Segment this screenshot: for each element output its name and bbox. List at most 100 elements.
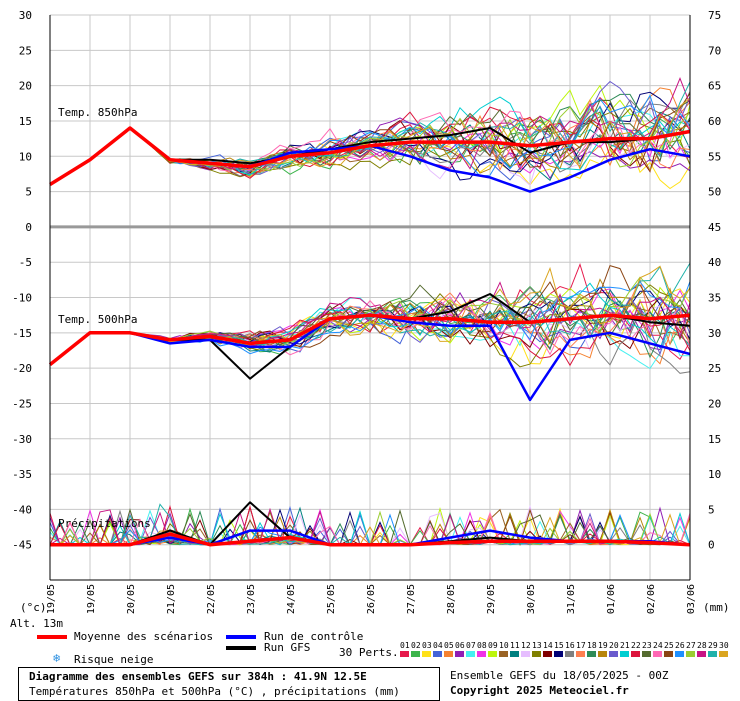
member-legend-number: 26 xyxy=(675,641,685,650)
perts-label: 30 Perts. xyxy=(339,646,399,659)
member-legend-swatch xyxy=(543,651,552,657)
x-tick-label: 01/06 xyxy=(606,584,617,614)
main-series xyxy=(48,126,691,547)
left-tick-label: 5 xyxy=(25,186,32,199)
member-legend-swatch xyxy=(642,651,651,657)
member-legend-number: 12 xyxy=(521,641,531,650)
gfs-legend-swatch xyxy=(226,646,256,650)
member-legend-swatch xyxy=(675,651,684,657)
member-legend-number: 24 xyxy=(653,641,663,650)
right-tick-label: 15 xyxy=(708,433,721,446)
axes: 302520151050-5-10-15-20-25-30-35-40-4575… xyxy=(12,9,721,614)
x-tick-label: 27/05 xyxy=(406,584,417,614)
member-legend-swatch xyxy=(400,651,409,657)
left-tick-label: -40 xyxy=(12,503,32,516)
control-legend-label: Run de contrôle xyxy=(264,630,364,643)
member-legend-swatch xyxy=(422,651,431,657)
left-tick-label: 10 xyxy=(19,150,32,163)
control-legend-swatch xyxy=(226,635,256,639)
member-legend-swatch xyxy=(598,651,607,657)
mean-legend-swatch xyxy=(37,635,67,639)
left-tick-label: 0 xyxy=(25,221,32,234)
member-legend-swatch xyxy=(554,651,563,657)
member-legend-swatch xyxy=(499,651,508,657)
left-tick-label: -30 xyxy=(12,433,32,446)
right-tick-label: 45 xyxy=(708,221,721,234)
snow-legend-label: Risque neige xyxy=(74,653,154,666)
member-legend-swatch xyxy=(466,651,475,657)
member-legend-swatch xyxy=(455,651,464,657)
member-legend-number: 14 xyxy=(543,641,553,650)
series-850hPa-mean xyxy=(49,126,691,186)
right-tick-label: 20 xyxy=(708,397,721,410)
right-tick-label: 25 xyxy=(708,362,721,375)
member-legend-number: 05 xyxy=(444,641,454,650)
member-legend-number: 29 xyxy=(708,641,718,650)
altitude-label: Alt. 13m xyxy=(10,617,63,630)
x-tick-label: 24/05 xyxy=(286,584,297,614)
member-legend-swatch xyxy=(444,651,453,657)
member-legend-number: 22 xyxy=(631,641,641,650)
left-tick-label: 30 xyxy=(19,9,32,22)
member-legend-swatch xyxy=(433,651,442,657)
right-tick-label: 50 xyxy=(708,186,721,199)
member-legend-number: 23 xyxy=(642,641,652,650)
x-tick-label: 31/05 xyxy=(566,584,577,614)
left-tick-label: 20 xyxy=(19,80,32,93)
left-tick-label: -25 xyxy=(12,397,32,410)
member-legend-swatch xyxy=(631,651,640,657)
right-tick-label: 5 xyxy=(708,503,715,516)
x-tick-label: 28/05 xyxy=(446,584,457,614)
right-tick-label: 30 xyxy=(708,327,721,340)
x-tick-label: 29/05 xyxy=(486,584,497,614)
left-tick-label: 25 xyxy=(19,44,32,57)
x-tick-label: 03/06 xyxy=(686,584,697,614)
left-tick-label: -35 xyxy=(12,468,32,481)
right-tick-label: 70 xyxy=(708,44,721,57)
run-info: Ensemble GEFS du 18/05/2025 - 00Z xyxy=(450,669,669,682)
member-legend-swatch xyxy=(708,651,717,657)
member-legend-number: 19 xyxy=(598,641,608,650)
x-tick-label: 20/05 xyxy=(126,584,137,614)
chart-title: Diagramme des ensembles GEFS sur 384h : … xyxy=(29,670,367,683)
member-legend-swatch xyxy=(620,651,629,657)
member-legend-swatch xyxy=(532,651,541,657)
x-tick-label: 19/05 xyxy=(46,584,57,614)
x-tick-label: 26/05 xyxy=(366,584,377,614)
x-tick-label: 22/05 xyxy=(206,584,217,614)
member-legend-swatch xyxy=(565,651,574,657)
left-tick-label: 15 xyxy=(19,115,32,128)
gfs-legend-label: Run GFS xyxy=(264,641,311,654)
series-precip-mean xyxy=(50,532,691,547)
member-legend-number: 17 xyxy=(576,641,586,650)
right-tick-label: 35 xyxy=(708,292,721,305)
member-legend-number: 01 xyxy=(400,641,410,650)
member-legend-number: 02 xyxy=(411,641,421,650)
right-tick-label: 75 xyxy=(708,9,721,22)
member-legend-number: 28 xyxy=(697,641,707,650)
left-tick-label: -45 xyxy=(12,539,32,552)
member-legend-swatch xyxy=(697,651,706,657)
title-box: Diagramme des ensembles GEFS sur 384h : … xyxy=(18,667,440,701)
grid-lines xyxy=(49,14,691,580)
member-legend-number: 18 xyxy=(587,641,597,650)
member-legend-number: 04 xyxy=(433,641,443,650)
left-tick-label: -15 xyxy=(12,327,32,340)
panel-label-850: Temp. 850hPa xyxy=(58,106,138,119)
right-tick-label: 60 xyxy=(708,115,721,128)
member-legend-swatch xyxy=(609,651,618,657)
x-tick-label: 19/05 xyxy=(86,584,97,614)
mean-legend-label: Moyenne des scénarios xyxy=(74,630,214,643)
panel-label-precip: Précipitations xyxy=(58,517,151,530)
member-legend-swatch xyxy=(719,651,728,657)
x-tick-label: 02/06 xyxy=(646,584,657,614)
x-tick-label: 25/05 xyxy=(326,584,337,614)
member-legend-number: 10 xyxy=(499,641,509,650)
series-500hPa-mean xyxy=(48,313,691,366)
left-unit-label: (°c) xyxy=(20,601,47,614)
right-tick-label: 10 xyxy=(708,468,721,481)
member-legend-number: 27 xyxy=(686,641,696,650)
chart-subtitle: Températures 850hPa et 500hPa (°C) , pré… xyxy=(29,685,400,698)
member-legend-number: 09 xyxy=(488,641,498,650)
member-legend-swatch xyxy=(510,651,519,657)
